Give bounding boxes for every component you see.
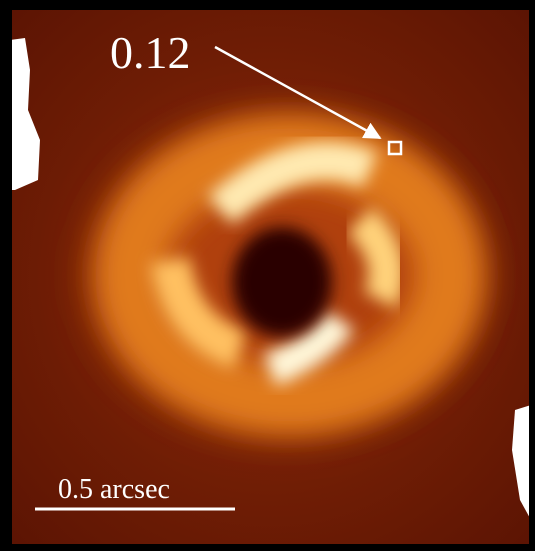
page: 0.12 0.5 arcsec (() => { const data = JS… [0, 0, 535, 551]
annotation-label: 0.12 [110, 27, 191, 78]
dark-core [232, 227, 332, 337]
image-view: 0.12 0.5 arcsec [0, 0, 535, 551]
scale-bar-label: 0.5 arcsec [58, 474, 170, 505]
